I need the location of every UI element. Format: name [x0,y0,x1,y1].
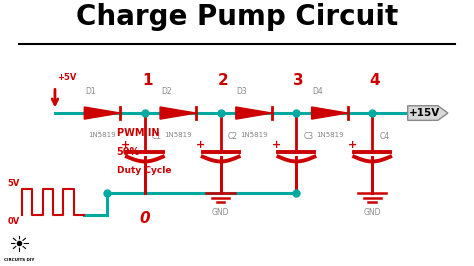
Text: D2: D2 [161,87,172,96]
Polygon shape [236,107,272,119]
Text: +: + [120,140,130,150]
Text: C1: C1 [152,132,162,142]
Text: +5V: +5V [57,73,77,82]
Text: 1: 1 [142,73,153,88]
Text: +: + [196,140,205,150]
Polygon shape [311,107,347,119]
Text: 3: 3 [293,73,304,88]
Text: 2: 2 [218,73,228,88]
Text: Charge Pump Circuit: Charge Pump Circuit [76,3,398,31]
Text: 5V: 5V [7,178,19,188]
Text: D4: D4 [312,87,323,96]
Polygon shape [84,107,120,119]
Text: PWM IN: PWM IN [117,128,159,138]
Text: GND: GND [212,208,229,217]
Polygon shape [408,106,448,120]
Polygon shape [160,107,196,119]
Text: Duty Cycle: Duty Cycle [117,166,171,175]
Text: 1N5819: 1N5819 [240,132,268,138]
Text: +: + [348,140,357,150]
Text: +: + [272,140,281,150]
Text: C3: C3 [303,132,314,142]
Text: C2: C2 [228,132,238,142]
Text: 1N5819: 1N5819 [164,132,192,138]
Text: 4: 4 [369,73,380,88]
Text: 50%: 50% [117,147,140,157]
Text: +15V: +15V [409,108,440,118]
Text: CIRCUITS DIY: CIRCUITS DIY [4,258,35,262]
Text: 0V: 0V [7,217,19,226]
Text: 1N5819: 1N5819 [316,132,343,138]
Text: GND: GND [364,208,381,217]
Text: D3: D3 [237,87,247,96]
Text: 1N5819: 1N5819 [89,132,116,138]
Text: C4: C4 [379,132,390,142]
Text: 0: 0 [140,211,150,226]
Text: D1: D1 [85,87,96,96]
